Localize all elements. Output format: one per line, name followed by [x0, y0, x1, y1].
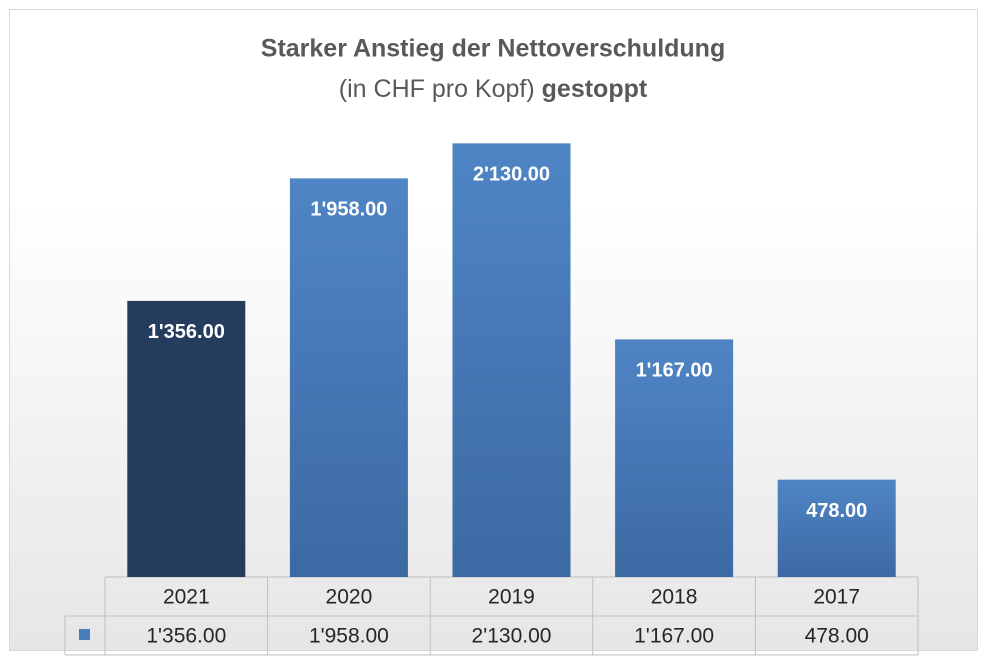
table-value: 1'958.00: [309, 625, 389, 648]
table-value: 1'167.00: [634, 625, 714, 648]
bar: [289, 178, 408, 577]
subtitle-part: (in CHF pro Kopf): [339, 75, 535, 103]
table-value: 2'130.00: [472, 625, 552, 648]
value-label: 1'958.00: [310, 199, 387, 221]
x-tick-label: 2020: [326, 586, 373, 609]
table-value: 478.00: [805, 625, 869, 648]
chart-title: Starker Anstieg der Nettoverschuldung: [261, 35, 725, 63]
x-tick-label: 2021: [163, 586, 210, 609]
bar: [777, 479, 896, 577]
value-label: 1'356.00: [148, 321, 225, 343]
x-tick-label: 2019: [488, 586, 535, 609]
x-tick-label: 2018: [651, 586, 698, 609]
chart-subtitle: (in CHF pro Kopf) gestoppt: [339, 75, 648, 103]
legend-key: [79, 629, 90, 640]
bar: [452, 143, 571, 577]
table-value: 1'356.00: [146, 625, 226, 648]
bar: [127, 300, 246, 577]
x-tick-label: 2017: [813, 586, 860, 609]
value-label: 478.00: [806, 500, 867, 522]
subtitle-bold: gestoppt: [542, 75, 648, 103]
value-label: 2'130.00: [473, 164, 550, 186]
bar: [615, 339, 734, 577]
value-label: 1'167.00: [636, 360, 713, 382]
